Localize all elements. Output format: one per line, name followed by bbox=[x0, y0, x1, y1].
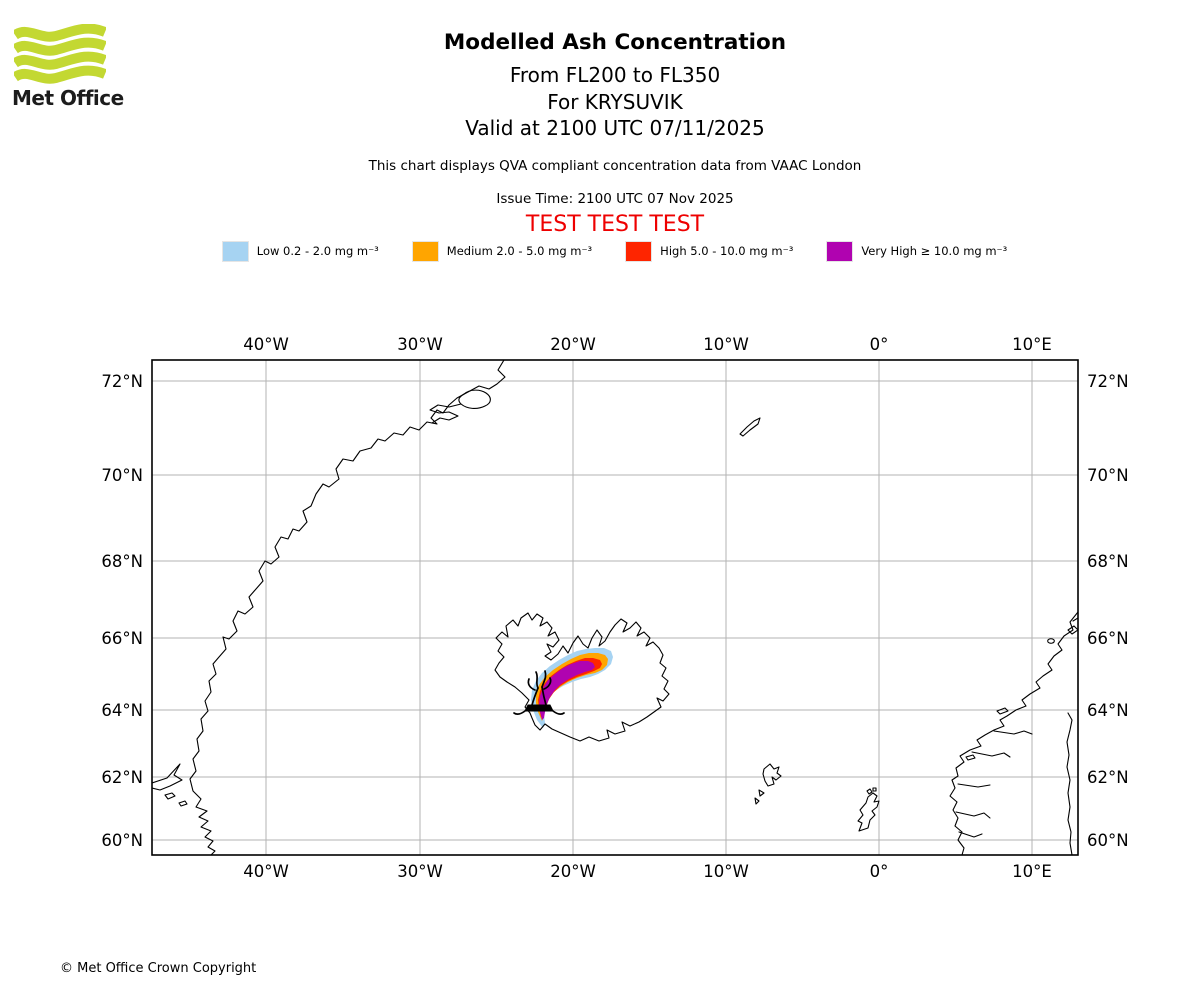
lat-tick-label-left: 60°N bbox=[101, 831, 143, 850]
coastline bbox=[965, 754, 976, 761]
legend-item-medium: Medium 2.0 - 5.0 mg m⁻³ bbox=[412, 242, 593, 261]
coastline bbox=[164, 792, 176, 800]
coastline bbox=[458, 389, 491, 409]
lat-tick-label-left: 72°N bbox=[101, 372, 143, 391]
legend-swatch-high bbox=[626, 242, 652, 261]
volcano-eruption-stroke bbox=[552, 710, 565, 715]
coastline bbox=[1066, 712, 1073, 855]
coastline bbox=[1047, 638, 1055, 644]
volcano-marker bbox=[513, 670, 565, 715]
coastline bbox=[762, 763, 782, 787]
volcano-eruption-stroke bbox=[531, 687, 539, 706]
lat-tick-label-right: 60°N bbox=[1087, 831, 1129, 850]
volcano-eruption-stroke bbox=[541, 670, 547, 688]
legend-label-high: High 5.0 - 10.0 mg m⁻³ bbox=[660, 244, 794, 258]
volcano-eruption-stroke bbox=[527, 678, 536, 691]
met-office-logo-text: Met Office bbox=[12, 86, 124, 110]
volcano-eruption-stroke bbox=[543, 677, 552, 690]
coastline bbox=[189, 360, 506, 855]
coastline bbox=[993, 730, 1033, 735]
lat-tick-label-left: 62°N bbox=[101, 768, 143, 787]
coastline bbox=[739, 417, 761, 437]
legend-item-veryhigh: Very High ≥ 10.0 mg m⁻³ bbox=[827, 242, 1007, 261]
logo-wave bbox=[14, 37, 106, 56]
lon-tick-label-top: 40°W bbox=[243, 335, 289, 354]
coastline bbox=[429, 403, 462, 424]
lat-tick-label-right: 64°N bbox=[1087, 701, 1129, 720]
lon-tick-label-bottom: 10°E bbox=[1012, 862, 1052, 881]
lon-tick-label-top: 10°W bbox=[703, 335, 749, 354]
copyright-notice: © Met Office Crown Copyright bbox=[60, 961, 257, 976]
coastline bbox=[758, 789, 765, 797]
lon-tick-label-bottom: 40°W bbox=[243, 862, 289, 881]
lat-tick-label-left: 70°N bbox=[101, 466, 143, 485]
coastline bbox=[996, 707, 1009, 715]
lon-tick-label-bottom: 0° bbox=[870, 862, 889, 881]
legend-label-low: Low 0.2 - 2.0 mg m⁻³ bbox=[256, 244, 379, 258]
coastline bbox=[152, 763, 183, 791]
lon-tick-label-top: 10°E bbox=[1012, 335, 1052, 354]
legend-swatch-low bbox=[222, 242, 248, 261]
logo-wave bbox=[14, 65, 106, 84]
coastline bbox=[955, 811, 991, 819]
lat-tick-label-left: 68°N bbox=[101, 552, 143, 571]
legend-item-high: High 5.0 - 10.0 mg m⁻³ bbox=[626, 242, 793, 261]
concentration-legend: Low 0.2 - 2.0 mg m⁻³ Medium 2.0 - 5.0 mg … bbox=[30, 242, 1200, 261]
lat-tick-label-right: 68°N bbox=[1087, 552, 1129, 571]
test-banner: TEST TEST TEST bbox=[525, 212, 705, 237]
legend-label-veryhigh: Very High ≥ 10.0 mg m⁻³ bbox=[861, 244, 1008, 258]
volcano-eruption-stroke bbox=[541, 686, 547, 706]
coastline bbox=[1072, 617, 1078, 622]
coastline bbox=[971, 751, 1011, 758]
flight-level-line: From FL200 to FL350 bbox=[509, 63, 721, 87]
legend-swatch-veryhigh bbox=[827, 242, 853, 261]
chart-title: Modelled Ash Concentration bbox=[443, 30, 787, 55]
coastline bbox=[754, 797, 760, 805]
lat-tick-label-right: 66°N bbox=[1087, 629, 1129, 648]
volcano-eruption-stroke bbox=[535, 671, 539, 689]
coastline bbox=[857, 792, 880, 832]
coastline bbox=[957, 783, 991, 788]
issue-time: Issue Time: 2100 UTC 07 Nov 2025 bbox=[496, 191, 734, 207]
lat-tick-label-left: 64°N bbox=[101, 701, 143, 720]
lon-tick-label-top: 30°W bbox=[397, 335, 443, 354]
coastline bbox=[949, 611, 1078, 855]
lon-tick-label-bottom: 10°W bbox=[703, 862, 749, 881]
volcano-base bbox=[524, 704, 554, 712]
map-canvas: 40°W 40°W 30°W 30°W 20°W 20°W 10°W 10°W 0° 0° 10°E… bbox=[101, 335, 1129, 881]
coastline bbox=[872, 787, 877, 792]
coastline bbox=[958, 831, 983, 838]
lat-tick-label-right: 72°N bbox=[1087, 372, 1129, 391]
legend-label-medium: Medium 2.0 - 5.0 mg m⁻³ bbox=[446, 244, 593, 258]
valid-time-line: Valid at 2100 UTC 07/11/2025 bbox=[465, 116, 765, 140]
lon-tick-label-bottom: 20°W bbox=[550, 862, 596, 881]
coastline bbox=[1067, 625, 1078, 635]
coastline bbox=[178, 800, 188, 807]
lon-tick-label-top: 20°W bbox=[550, 335, 596, 354]
coastline bbox=[494, 612, 670, 742]
met-office-logo bbox=[14, 24, 106, 84]
lat-tick-label-right: 70°N bbox=[1087, 466, 1129, 485]
lat-tick-label-right: 62°N bbox=[1087, 768, 1129, 787]
legend-swatch-medium bbox=[412, 242, 438, 261]
lat-tick-label-left: 66°N bbox=[101, 629, 143, 648]
lon-tick-label-bottom: 30°W bbox=[397, 862, 443, 881]
ash-layer-veryhigh bbox=[539, 661, 595, 720]
logo-wave bbox=[14, 24, 106, 42]
legend-item-low: Low 0.2 - 2.0 mg m⁻³ bbox=[222, 242, 379, 261]
map-frame bbox=[151, 359, 1079, 856]
coastline bbox=[866, 788, 873, 795]
volcano-line: For KRYSUVIK bbox=[547, 90, 683, 114]
qva-description: This chart displays QVA compliant concen… bbox=[368, 158, 862, 174]
ash-layer-high bbox=[538, 658, 602, 717]
lon-tick-label-top: 0° bbox=[870, 335, 889, 354]
logo-wave bbox=[14, 51, 106, 70]
volcano-eruption-stroke bbox=[513, 710, 526, 715]
